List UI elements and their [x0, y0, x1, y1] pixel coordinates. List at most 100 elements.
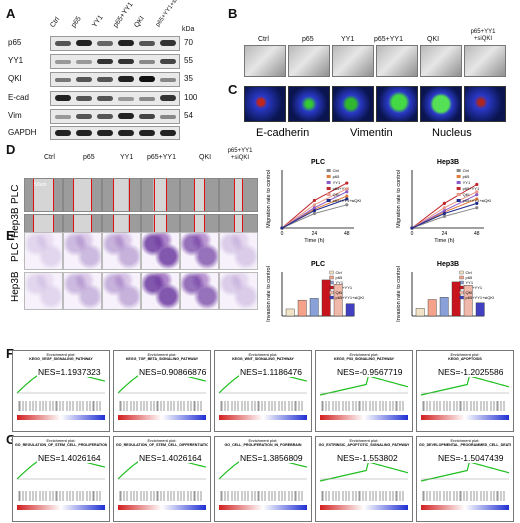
kda-label: kDa [182, 26, 195, 33]
rank-gradient-bar [421, 415, 509, 420]
wound-edge-line [242, 179, 243, 211]
wound-image [141, 178, 180, 212]
nes-label: NES=1.4026164 [138, 453, 203, 463]
y-axis-label: Invasion rate to control [396, 266, 402, 322]
if-image [420, 86, 462, 122]
lane-label: p65+YY1 [112, 1, 135, 30]
blot-strip [50, 36, 180, 51]
wound-edge-line [166, 179, 168, 211]
chart-title: Hep3B [437, 261, 459, 268]
data-point [442, 209, 446, 213]
wound-edge-line [53, 179, 54, 211]
lane-label: YY1 [91, 14, 105, 29]
lane-label: QKI [133, 15, 146, 29]
bar [415, 308, 425, 317]
transwell-image [24, 272, 63, 310]
bar [297, 299, 307, 317]
gsea-title: GO_CELL_PROLIFERATION_IN_FOREBRAIN [224, 443, 302, 447]
gsea-curve-svg [319, 375, 409, 420]
enrichment-curve [319, 375, 409, 396]
blot-strip [50, 91, 180, 106]
data-point [475, 201, 479, 205]
lane-label: p65+YY1+siQKI [155, 0, 185, 28]
panel-c: E-cadherin Vimentin Nucleus [240, 82, 520, 142]
gsea-curve-svg [16, 368, 106, 420]
legend-label: Ctrl [466, 270, 472, 275]
transwell-image [219, 272, 258, 310]
morphology-image [464, 45, 506, 77]
legend-swatch [459, 285, 464, 290]
x-tick-label: 0 [281, 231, 284, 237]
transwell-image [180, 232, 219, 270]
gsea-plot: Enrichment plot: KEGG_WNT_SIGNALING_PATHW… [214, 350, 312, 432]
condition-label: p65+YY1 [147, 154, 176, 161]
legend-label: YY1 [466, 280, 474, 285]
legend-label: p65+YY1+siQKI [466, 295, 495, 300]
wound-edge-line [153, 179, 155, 211]
legend-swatch [326, 199, 331, 202]
panel-label-a: A [6, 6, 16, 21]
wound-edge-line [90, 179, 92, 211]
legend-swatch [329, 270, 334, 275]
gsea-curve-svg [420, 461, 510, 510]
legend-swatch [329, 285, 334, 290]
gsea-plot: Enrichment plot: KEGG_VEGF_SIGNALING_PATH… [12, 350, 110, 432]
gsea-title: KEGG_WNT_SIGNALING_PATHWAY [232, 357, 294, 361]
wound-edge-line [73, 215, 75, 247]
legend-swatch [456, 199, 461, 202]
row-label: PLC [10, 242, 21, 262]
transwell-image [102, 272, 141, 310]
data-point [312, 211, 316, 216]
data-point [345, 190, 349, 194]
protein-label: YY1 [8, 56, 24, 65]
gsea-header: Enrichment plot: [450, 352, 480, 357]
condition-label: Ctrl [258, 36, 269, 43]
kda-value: 70 [184, 38, 193, 47]
bar [463, 284, 473, 317]
transwell-image [63, 272, 102, 310]
legend-swatch [456, 175, 461, 178]
gsea-title: GO_REGULATION_OF_STEM_CELL_PROLIFERATION [15, 443, 107, 447]
gsea-plot: Enrichment plot: GO_DEVELOPMENTAL_PROGRAM… [416, 436, 514, 522]
condition-label: Ctrl [44, 154, 55, 161]
legend-label: p65 [463, 174, 470, 179]
lane-label: Ctrl [49, 16, 62, 29]
gsea-header: Enrichment plot: [248, 438, 278, 443]
row-label: PLC [10, 184, 21, 204]
gsea-plot: Enrichment plot: KEGG_APOPTOSIS NES=-1.202… [416, 350, 514, 432]
wound-edge-line [166, 215, 168, 247]
charts-svg: PLC 0 24 48 Time (h) Migration rate to contro… [266, 159, 495, 322]
wound-edge-line [128, 179, 130, 211]
wound-image [24, 178, 63, 212]
legend-swatch [459, 275, 464, 280]
legend-swatch [326, 175, 331, 178]
bar [309, 298, 319, 317]
if-image [332, 86, 374, 122]
legend-label: p65+YY1+siQKI [333, 198, 362, 203]
nes-label: NES=-1.553802 [336, 453, 399, 463]
rank-gradient-bar [118, 415, 206, 420]
nes-label: NES=-1.2025586 [437, 367, 505, 377]
bar [439, 297, 449, 317]
nes-label: NES=1.3856809 [239, 453, 304, 463]
legend-swatch [459, 295, 464, 300]
lane-label: p65 [70, 15, 83, 29]
transwell-image [180, 272, 219, 310]
transwell-image [102, 232, 141, 270]
data-point [475, 197, 479, 201]
wound-edge-line [204, 215, 206, 247]
morphology-image [332, 45, 374, 77]
legend-label: p65 [333, 174, 340, 179]
data-point [475, 206, 479, 210]
rank-gradient-bar [17, 505, 105, 510]
legend-label: QKI [463, 192, 470, 197]
bar [333, 284, 343, 317]
legend-swatch [456, 187, 461, 190]
gsea-title: KEGG_TGF_BETA_SIGNALING_PATHWAY [125, 357, 199, 361]
legend-swatch [456, 181, 461, 184]
if-image [288, 86, 330, 122]
panel-b: Ctrl p65 YY1 p65+YY1 QKI p65+YY1 +siQKI [240, 0, 520, 80]
transwell-image [141, 232, 180, 270]
legend-swatch [459, 290, 464, 295]
wound-edge-line [90, 215, 92, 247]
